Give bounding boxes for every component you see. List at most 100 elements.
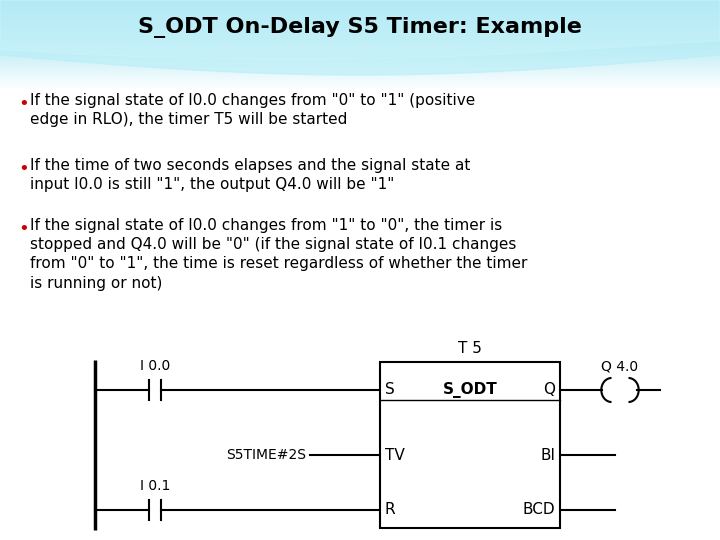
Bar	[0, 38, 720, 39]
Bar	[0, 40, 720, 41]
Bar	[0, 61, 720, 62]
Bar	[0, 23, 720, 24]
Bar	[0, 72, 720, 73]
Bar	[0, 9, 720, 10]
Bar	[0, 2, 720, 3]
Bar	[0, 12, 720, 13]
Text: If the signal state of I0.0 changes from "1" to "0", the timer is
stopped and Q4: If the signal state of I0.0 changes from…	[30, 218, 527, 291]
Bar	[0, 8, 720, 9]
Bar	[0, 82, 720, 83]
Bar	[0, 27, 720, 28]
Bar	[0, 21, 720, 22]
Bar	[0, 4, 720, 5]
Bar	[0, 52, 720, 53]
Bar	[0, 26, 720, 27]
Text: I 0.1: I 0.1	[140, 479, 170, 493]
Bar	[0, 7, 720, 8]
Bar	[0, 45, 720, 46]
Text: If the signal state of I0.0 changes from "0" to "1" (positive
edge in RLO), the : If the signal state of I0.0 changes from…	[30, 93, 475, 127]
Bar	[0, 64, 720, 65]
Bar	[0, 83, 720, 84]
Bar	[0, 57, 720, 58]
Bar	[0, 69, 720, 70]
Bar	[0, 74, 720, 75]
Bar	[0, 76, 720, 77]
Bar	[0, 34, 720, 35]
Bar	[0, 19, 720, 20]
Bar	[0, 25, 720, 26]
Text: S_ODT: S_ODT	[443, 382, 498, 398]
Text: TV: TV	[385, 448, 405, 462]
Text: BCD: BCD	[523, 503, 555, 517]
Bar	[0, 47, 720, 48]
Bar	[0, 42, 720, 43]
Bar	[0, 70, 720, 71]
Bar	[0, 36, 720, 37]
Bar	[0, 87, 720, 88]
Bar	[0, 78, 720, 79]
Bar	[0, 77, 720, 78]
Bar	[0, 44, 720, 45]
Bar	[0, 18, 720, 19]
Bar	[0, 85, 720, 86]
Bar	[0, 89, 720, 90]
Bar	[0, 33, 720, 34]
Bar	[0, 46, 720, 47]
Bar	[0, 20, 720, 21]
Bar	[0, 60, 720, 61]
Bar	[0, 10, 720, 11]
Text: Q: Q	[543, 382, 555, 397]
Bar	[0, 56, 720, 57]
Bar	[0, 62, 720, 63]
Bar	[0, 54, 720, 55]
Bar	[0, 84, 720, 85]
Bar	[0, 14, 720, 15]
Text: R: R	[385, 503, 395, 517]
Bar	[0, 59, 720, 60]
Bar	[0, 13, 720, 14]
Bar	[0, 28, 720, 29]
Text: •: •	[18, 220, 29, 238]
Text: •: •	[18, 95, 29, 113]
Bar	[0, 67, 720, 68]
Bar	[0, 6, 720, 7]
Bar	[0, 53, 720, 54]
Text: BI: BI	[540, 448, 555, 462]
Bar	[0, 37, 720, 38]
Bar	[0, 79, 720, 80]
Bar	[0, 43, 720, 44]
Bar	[0, 50, 720, 51]
Bar	[0, 15, 720, 16]
Bar	[0, 49, 720, 50]
Text: S: S	[385, 382, 395, 397]
Bar	[0, 58, 720, 59]
Bar	[0, 86, 720, 87]
Bar	[0, 66, 720, 67]
Bar	[0, 32, 720, 33]
Bar	[0, 65, 720, 66]
Bar	[0, 11, 720, 12]
Bar	[0, 29, 720, 30]
Text: I 0.0: I 0.0	[140, 359, 170, 373]
Bar	[0, 73, 720, 74]
Text: S5TIME#2S: S5TIME#2S	[226, 448, 306, 462]
Text: S_ODT On-Delay S5 Timer: Example: S_ODT On-Delay S5 Timer: Example	[138, 17, 582, 38]
Bar	[0, 5, 720, 6]
Bar	[0, 90, 720, 540]
Bar	[0, 75, 720, 76]
Bar	[0, 68, 720, 69]
Bar	[0, 0, 720, 1]
Bar	[0, 39, 720, 40]
Bar	[0, 48, 720, 49]
Text: Q 4.0: Q 4.0	[601, 359, 639, 373]
Bar	[0, 30, 720, 31]
Bar	[0, 3, 720, 4]
Bar	[0, 35, 720, 36]
Bar	[0, 55, 720, 56]
Bar	[0, 51, 720, 52]
Bar	[0, 17, 720, 18]
Text: If the time of two seconds elapses and the signal state at
input I0.0 is still ": If the time of two seconds elapses and t…	[30, 158, 470, 192]
Bar	[0, 81, 720, 82]
Bar	[0, 24, 720, 25]
Bar	[0, 16, 720, 17]
